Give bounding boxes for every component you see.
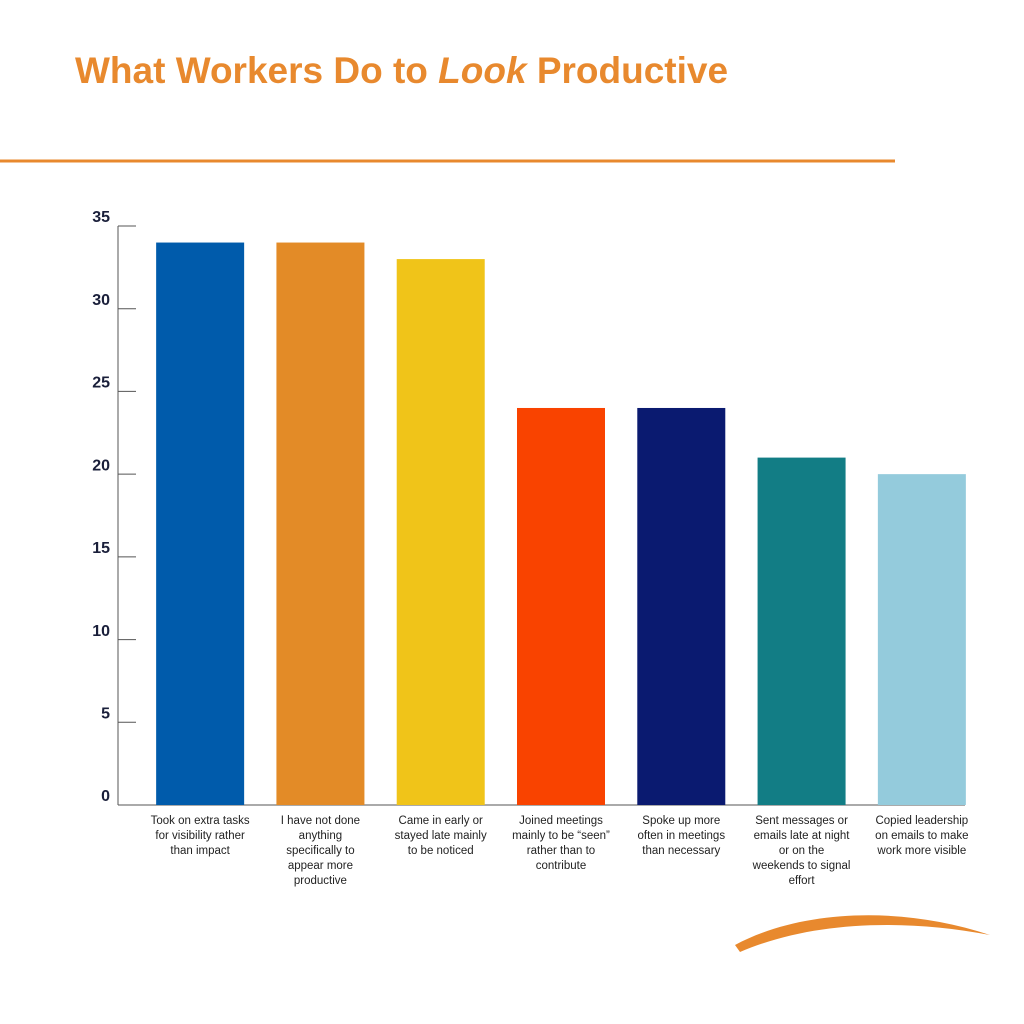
title-text: What Workers Do to bbox=[75, 50, 439, 91]
x-tick-label: Sent messages or emails late at night or… bbox=[752, 815, 851, 887]
bar bbox=[877, 474, 966, 805]
x-tick-label: Took on extra tasks for visibility rathe… bbox=[150, 815, 250, 857]
y-tick-label: 20 bbox=[92, 457, 110, 474]
y-tick-label: 15 bbox=[92, 540, 110, 557]
title-emphasis: Look bbox=[438, 50, 527, 91]
x-tick-label: Spoke up more often in meetings than nec… bbox=[637, 815, 726, 857]
logo-swoosh bbox=[735, 915, 990, 952]
y-tick-label: 10 bbox=[92, 623, 110, 640]
x-tick-label: Joined meetings mainly to be “seen” rath… bbox=[512, 815, 610, 872]
title-text: Productive bbox=[526, 50, 729, 91]
bar bbox=[396, 259, 485, 806]
y-tick-label: 35 bbox=[92, 209, 110, 226]
y-tick-label: 0 bbox=[101, 788, 110, 805]
x-tick-label: Came in early or stayed late mainly to b… bbox=[394, 815, 487, 857]
bar bbox=[156, 242, 245, 806]
x-tick-label: I have not done anything specifically to… bbox=[280, 815, 361, 887]
y-tick-label: 30 bbox=[92, 292, 110, 309]
bar bbox=[517, 407, 605, 805]
x-tick-label: Copied leadership on emails to make work… bbox=[875, 815, 969, 857]
y-tick-label: 25 bbox=[92, 375, 110, 392]
bar bbox=[757, 457, 846, 805]
bar bbox=[637, 407, 726, 805]
bar bbox=[276, 242, 365, 806]
y-tick-label: 5 bbox=[101, 706, 110, 723]
chart-title: What Workers Do to Look Productive bbox=[75, 50, 728, 92]
